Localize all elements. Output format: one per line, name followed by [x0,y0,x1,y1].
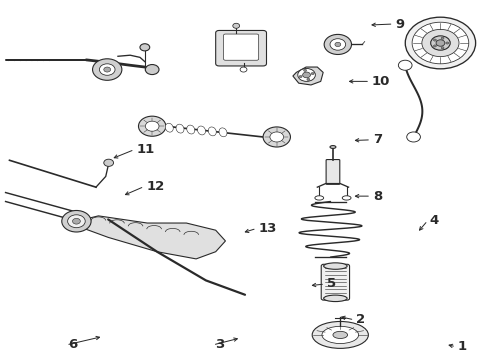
Ellipse shape [219,128,227,137]
Circle shape [62,211,91,232]
Circle shape [240,67,247,72]
Circle shape [446,42,449,44]
Circle shape [311,72,314,75]
Circle shape [93,59,122,80]
Polygon shape [69,216,225,259]
Circle shape [307,78,310,81]
Ellipse shape [176,124,184,133]
Ellipse shape [312,321,368,348]
Ellipse shape [187,125,195,134]
Circle shape [407,132,420,142]
Ellipse shape [315,196,324,200]
Circle shape [422,30,459,57]
Text: 4: 4 [430,214,439,227]
Circle shape [303,72,311,78]
FancyBboxPatch shape [223,34,259,60]
Circle shape [431,36,450,50]
Text: 11: 11 [137,143,155,156]
Polygon shape [293,67,323,85]
Circle shape [412,22,469,64]
Text: 5: 5 [327,278,336,291]
Circle shape [330,39,345,50]
Ellipse shape [324,263,347,269]
Circle shape [139,116,166,136]
Text: 8: 8 [373,190,382,203]
Circle shape [398,60,412,70]
Text: 1: 1 [458,340,467,353]
Circle shape [263,127,291,147]
Ellipse shape [322,326,359,343]
Circle shape [146,121,159,131]
Circle shape [140,44,150,51]
Ellipse shape [330,145,336,148]
Ellipse shape [208,127,216,136]
Text: 2: 2 [356,313,366,327]
Circle shape [434,39,437,41]
Ellipse shape [324,295,347,302]
Text: 7: 7 [373,133,382,146]
Circle shape [104,159,114,166]
Circle shape [441,47,444,49]
FancyBboxPatch shape [321,264,349,300]
Circle shape [68,215,85,228]
Circle shape [270,132,284,142]
Text: 10: 10 [372,75,391,88]
Text: 12: 12 [147,180,165,193]
Circle shape [304,69,307,72]
Circle shape [436,40,445,46]
Circle shape [299,76,302,78]
Ellipse shape [342,196,351,200]
Circle shape [335,42,341,46]
Text: 13: 13 [259,222,277,235]
Text: 6: 6 [68,338,77,351]
Circle shape [434,45,437,47]
Ellipse shape [333,331,347,338]
Circle shape [233,23,240,28]
Circle shape [298,68,316,81]
Circle shape [146,64,159,75]
FancyBboxPatch shape [326,159,340,184]
Ellipse shape [165,123,173,132]
FancyBboxPatch shape [216,31,267,66]
Text: 9: 9 [395,18,405,31]
Circle shape [73,219,80,224]
Circle shape [99,64,115,75]
Ellipse shape [197,126,205,135]
Circle shape [104,67,111,72]
Circle shape [405,17,476,69]
Circle shape [441,37,444,39]
Text: 3: 3 [215,338,224,351]
Circle shape [324,35,351,54]
